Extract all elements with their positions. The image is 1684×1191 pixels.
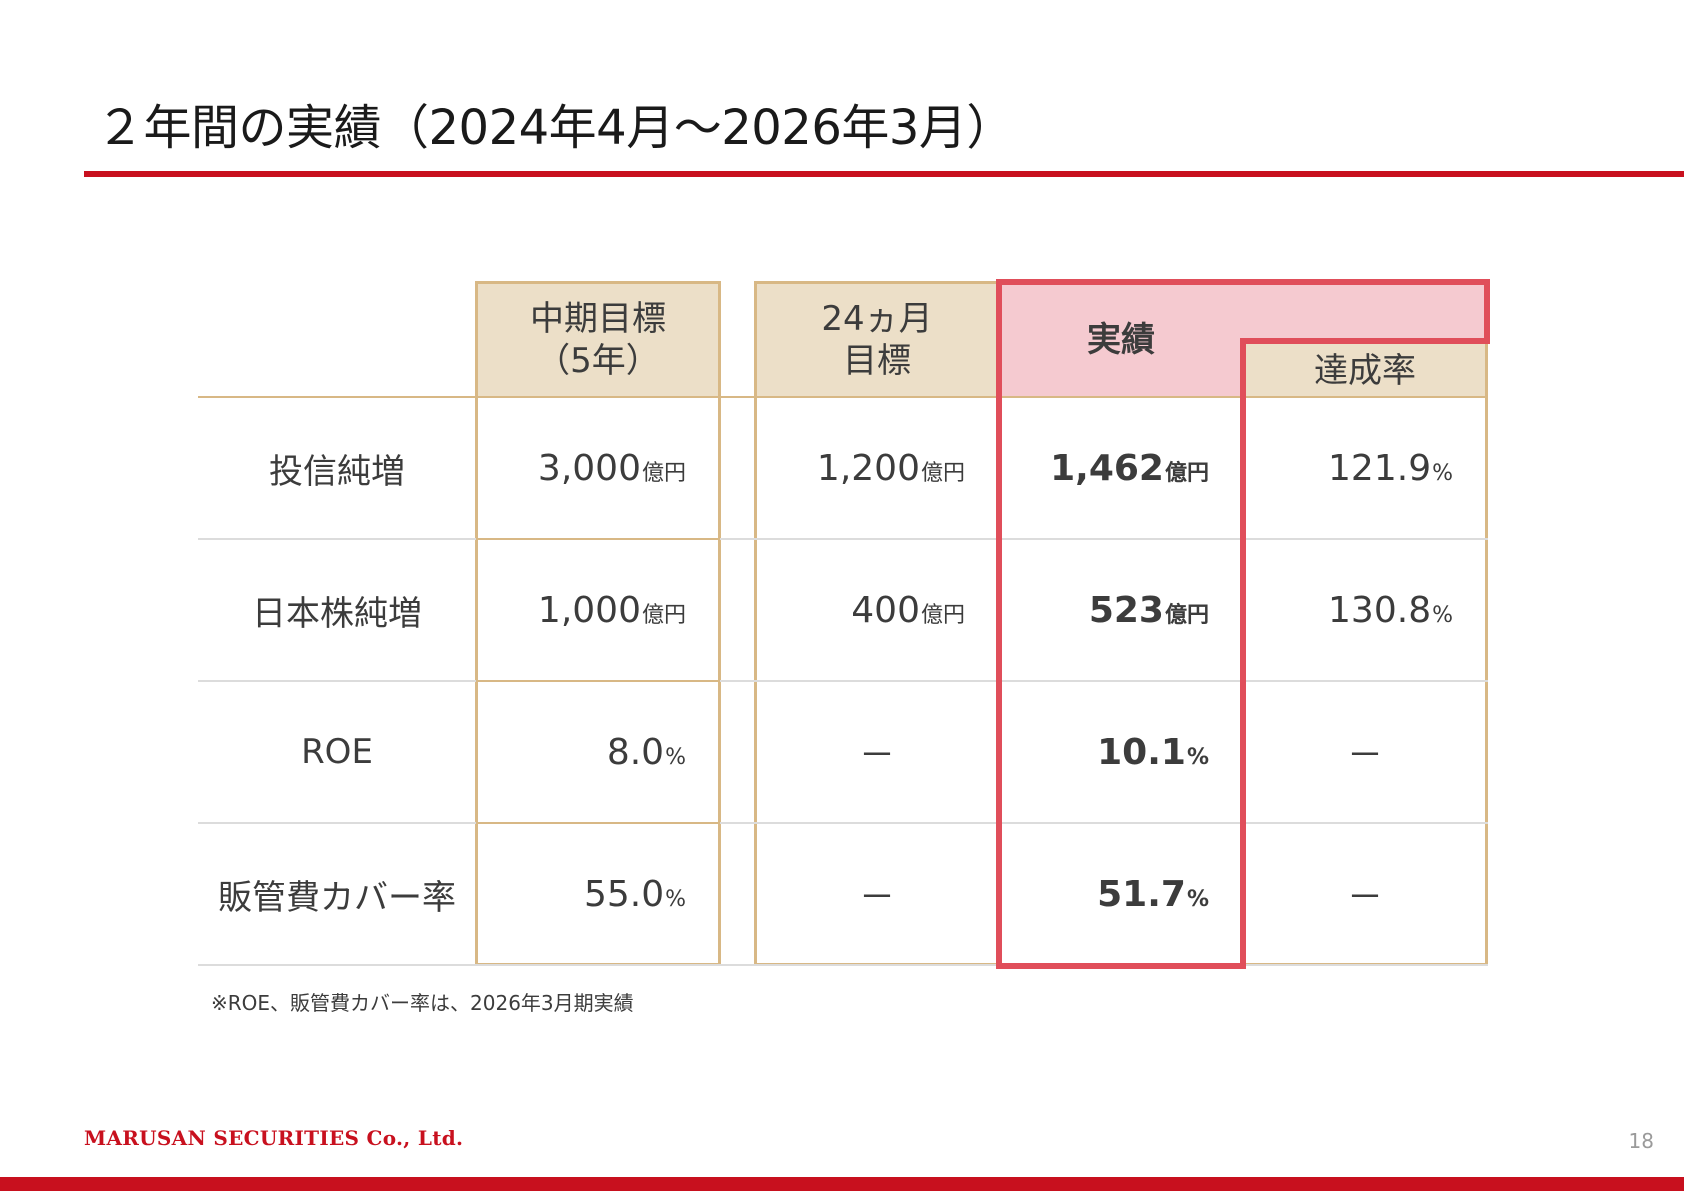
row-label-fund-net-increase: 投信純増 <box>269 451 405 492</box>
cell-actual-sga: 51.7% <box>999 824 1209 964</box>
value-unit: % <box>665 744 686 770</box>
row-separator <box>198 680 1488 682</box>
header-bottom-line <box>198 396 1488 398</box>
page-number: 18 <box>1628 1129 1654 1153</box>
value-number: 10.1 <box>1097 731 1186 773</box>
header-midterm-bg <box>476 282 720 398</box>
value-unit: 億円 <box>1164 460 1209 486</box>
header-achievement: 達成率 <box>1243 344 1487 398</box>
cell-target24-sga: － <box>755 824 999 964</box>
value-unit: 億円 <box>1164 602 1209 628</box>
header-achievement-label: 達成率 <box>1314 351 1416 391</box>
row-separator <box>198 822 1488 824</box>
value-number: 55.0 <box>583 873 665 915</box>
value-dash: － <box>1346 735 1383 776</box>
row-label-roe: ROE <box>301 732 373 772</box>
header-target24-bg <box>755 282 999 398</box>
value-number: 523 <box>1088 589 1164 631</box>
header-actual: 実績 <box>999 282 1243 398</box>
value-dash: － <box>858 877 895 918</box>
footnote: ※ROE、販管費カバー率は、2026年3月期実績 <box>211 991 634 1015</box>
cell-rate-sga: － <box>1243 824 1487 964</box>
value-unit: % <box>1186 886 1209 912</box>
header-target24-line1: 24ヵ月 <box>821 299 933 339</box>
cell-midterm-roe: 8.0% <box>476 682 686 822</box>
cell-rate-fund: 121.9% <box>1243 398 1453 538</box>
cell-actual-fund: 1,462 億円 <box>999 398 1209 538</box>
value-unit: % <box>1432 460 1453 486</box>
cell-actual-jpstock: 523 億円 <box>999 540 1209 680</box>
cell-rate-roe: － <box>1243 682 1487 822</box>
value-number: 3,000 <box>537 447 641 489</box>
row-label-sga-coverage: 販管費カバー率 <box>218 877 456 918</box>
cell-midterm-jpstock: 1,000 億円 <box>476 540 686 680</box>
value-unit: % <box>1186 744 1209 770</box>
page-title: ２年間の実績（2024年4月～2026年3月） <box>96 100 1014 156</box>
value-unit: 億円 <box>641 460 686 486</box>
value-number: 1,000 <box>537 589 641 631</box>
value-number: 1,200 <box>816 447 920 489</box>
row-separator <box>198 964 1488 966</box>
header-target24-line2: 目標 <box>843 341 911 381</box>
cell-midterm-fund: 3,000 億円 <box>476 398 686 538</box>
value-unit: % <box>665 886 686 912</box>
header-actual-label: 実績 <box>1087 320 1155 360</box>
value-number: 51.7 <box>1097 873 1186 915</box>
value-unit: 億円 <box>920 460 965 486</box>
title-underline <box>84 171 1684 177</box>
row-separator-gold <box>476 822 720 824</box>
value-number: 8.0 <box>606 731 665 773</box>
header-target24: 24ヵ月 目標 <box>755 282 999 398</box>
header-midterm: 中期目標 （5年） <box>476 282 720 398</box>
header-midterm-line2: （5年） <box>536 341 660 381</box>
value-dash: － <box>858 735 895 776</box>
value-number: 1,462 <box>1050 447 1164 489</box>
value-unit: % <box>1432 602 1453 628</box>
company-logo-text: MARUSAN SECURITIES Co., Ltd. <box>84 1126 464 1150</box>
value-dash: － <box>1346 877 1383 918</box>
header-midterm-line1: 中期目標 <box>530 299 666 339</box>
value-number: 121.9 <box>1328 447 1432 489</box>
cell-actual-roe: 10.1% <box>999 682 1209 822</box>
cell-target24-jpstock: 400 億円 <box>755 540 965 680</box>
footer-bar <box>0 1177 1684 1191</box>
value-number: 400 <box>851 589 920 631</box>
cell-rate-jpstock: 130.8% <box>1243 540 1453 680</box>
row-separator-gold <box>476 680 720 682</box>
value-number: 130.8 <box>1328 589 1432 631</box>
cell-target24-roe: － <box>755 682 999 822</box>
cell-target24-fund: 1,200 億円 <box>755 398 965 538</box>
value-unit: 億円 <box>920 602 965 628</box>
row-label-jp-stock-net-increase: 日本株純増 <box>252 593 422 634</box>
row-separator <box>198 538 1488 540</box>
cell-midterm-sga: 55.0% <box>476 824 686 964</box>
row-separator-gold <box>476 538 720 540</box>
value-unit: 億円 <box>641 602 686 628</box>
